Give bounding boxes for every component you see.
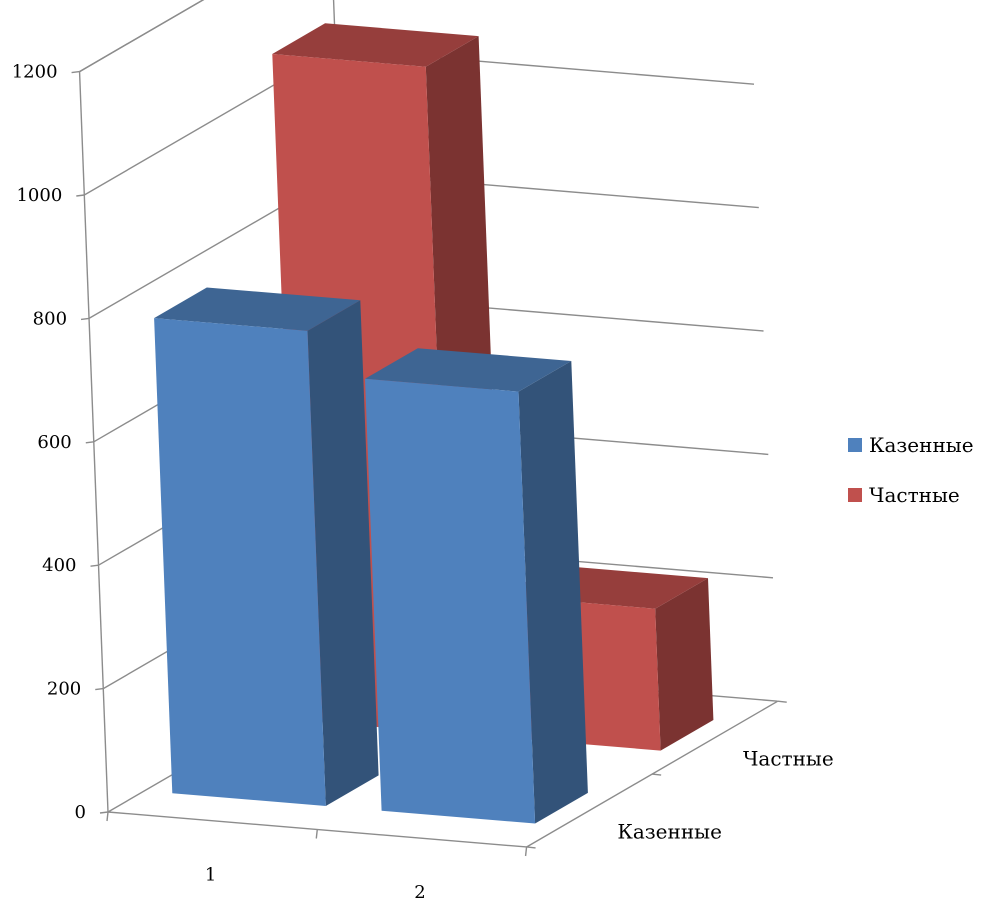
depth-tick-label-1: Частные (743, 747, 834, 771)
bars (154, 23, 714, 824)
y-tick-label-800: 800 (33, 308, 67, 329)
depth-tick-mark-0 (526, 846, 536, 849)
y-tick-mark-1000 (76, 194, 85, 197)
x-tick-mark-0 (106, 811, 109, 822)
bar-kazennye-2 (365, 348, 588, 824)
legend-item-kazennye: Казенные (848, 432, 988, 458)
y-tick-mark-200 (95, 687, 104, 691)
y-tick-mark-400 (90, 564, 99, 567)
bar-top-face (272, 23, 479, 67)
x-axis: 12 (106, 811, 528, 903)
y-tick-mark-800 (80, 317, 90, 321)
bar-front-face (154, 318, 326, 806)
legend-swatch-kazennye (848, 438, 862, 452)
y-tick-label-0: 0 (75, 802, 86, 823)
x-tick-mark-2 (524, 846, 528, 857)
depth-tick-label-0: Казенные (617, 820, 722, 844)
y-tick-mark-1200 (71, 70, 80, 74)
x-tick-label-1: 1 (205, 865, 216, 886)
legend-label-kazennye: Казенные (869, 433, 974, 457)
depth-axis: Казенные Частные (526, 700, 834, 849)
depth-tick-mark-2 (777, 700, 787, 703)
y-tick-label-200: 200 (47, 679, 81, 700)
y-tick-label-600: 600 (37, 432, 71, 453)
bar-front-face (365, 378, 536, 824)
bar-side-face (518, 361, 588, 824)
bar-top-face (365, 348, 572, 392)
bar-side-face (307, 300, 379, 806)
bar-kazennye-1 (154, 287, 379, 806)
legend-item-chastnye: Частные (848, 482, 988, 508)
y-tick-mark-600 (85, 441, 94, 444)
x-tick-mark-1 (315, 829, 318, 839)
y-tick-label-400: 400 (42, 555, 76, 576)
y-tick-label-1200: 1200 (12, 62, 58, 83)
y-axis-line (78, 71, 109, 813)
legend-swatch-chastnye (848, 488, 862, 502)
depth-tick-mark-1 (652, 773, 662, 776)
bar-top-face (154, 287, 361, 331)
legend-label-chastnye: Частные (869, 483, 960, 507)
y-tick-label-1000: 1000 (16, 185, 62, 206)
legend: Казенные Частные (848, 432, 988, 532)
x-tick-label-2: 2 (414, 882, 425, 903)
bar-side-face (655, 578, 714, 751)
y-tick-mark-0 (99, 811, 109, 814)
y-axis: 0 200 400 600 800 1000 1200 (12, 62, 109, 823)
gridline-1200 (79, 0, 205, 73)
